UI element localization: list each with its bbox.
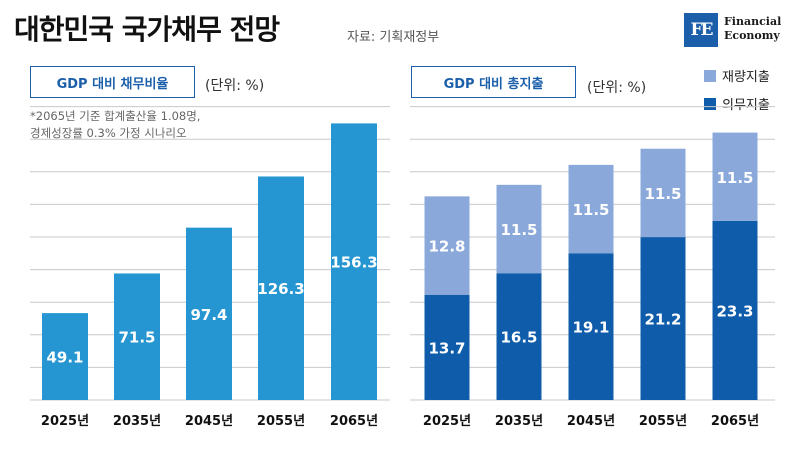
discretionary-value-label: 11.5 [572,201,609,219]
discretionary-value-label: 11.5 [644,185,681,203]
debt-ratio-bar [258,176,304,400]
discretionary-value-label: 11.5 [716,169,753,187]
x-tick-label: 2045년 [567,414,615,429]
mandatory-spending-bar [496,273,542,400]
mandatory-spending-bar [712,220,758,400]
debt-ratio-bar [186,227,232,400]
x-tick-label: 2065년 [711,414,759,429]
mandatory-spending-bar [640,237,686,400]
debt-ratio-value-label: 126.3 [257,280,304,298]
debt-ratio-bar [114,273,160,400]
source-note: 자료: 기획재정부 [347,30,440,45]
mandatory-value-label: 21.2 [644,311,681,329]
debt-ratio-unit: (단위: %) [205,78,265,94]
x-tick-label: 2065년 [330,414,378,429]
footnote-line1: *2065년 기준 합계출산율 1.08명, [30,109,201,123]
total-spending-unit: (단위: %) [587,80,647,96]
debt-ratio-value-label: 97.4 [190,306,227,324]
discretionary-value-label: 12.8 [428,238,465,256]
x-tick-label: 2055년 [639,414,687,429]
total-spending-x-axis: 2025년 2035년 2045년 2055년 2065년 [423,414,759,429]
discretionary-spending-bar [496,184,542,274]
brand-logo: FE Financial Economy [684,13,794,53]
debt-ratio-bar [331,123,377,400]
x-tick-label: 2025년 [423,414,471,429]
mandatory-spending-bar [568,253,614,400]
logo-line2: Economy [724,29,780,42]
mandatory-value-label: 13.7 [428,339,465,357]
mandatory-spending-bar [424,294,470,400]
debt-ratio-value-label: 71.5 [118,329,155,347]
footnote-line2: 경제성장률 0.3% 가정 시나리오 [30,126,187,140]
discretionary-spending-bar [640,148,686,238]
legend-item-discretionary: 재량지출 [704,66,770,85]
total-spending-chart-title: GDP 대비 총지출 [411,66,576,98]
debt-ratio-x-axis: 2025년 2035년 2045년 2055년 2065년 [41,414,378,429]
x-tick-label: 2035년 [495,414,543,429]
debt-ratio-value-label: 156.3 [330,254,377,272]
debt-ratio-chart-title: GDP 대비 채무비율 [30,66,195,98]
x-tick-label: 2035년 [113,414,161,429]
legend-label-discretionary: 재량지출 [722,70,770,85]
discretionary-value-label: 11.5 [500,221,537,239]
mandatory-value-label: 19.1 [572,319,609,337]
mandatory-value-label: 23.3 [716,302,753,320]
scenario-footnote: *2065년 기준 합계출산율 1.08명, 경제성장률 0.3% 가정 시나리… [30,108,200,142]
legend-label-mandatory: 의무지출 [722,98,770,113]
mandatory-value-label: 16.5 [500,329,537,347]
x-tick-label: 2025년 [41,414,89,429]
total-spending-bars: 13.7 12.8 16.5 11.5 19.1 11.5 21.2 11.5 23.3 11.5 [424,132,758,400]
debt-ratio-bars: 49.1 71.5 97.4 126.3 156.3 [42,123,378,400]
debt-ratio-grid [30,106,390,401]
logo-mark: FE [684,13,718,47]
page-title: 대한민국 국가채무 전망 [14,13,280,46]
legend-swatch-discretionary [704,69,716,82]
debt-ratio-value-label: 49.1 [46,349,83,367]
x-tick-label: 2045년 [185,414,233,429]
discretionary-spending-bar [712,132,758,221]
logo-line1: Financial [724,15,782,28]
discretionary-spending-bar [424,196,470,295]
logo-wordmark: Financial Economy [724,15,781,43]
discretionary-spending-bar [568,164,614,254]
x-tick-label: 2055년 [257,414,305,429]
debt-ratio-bar [42,313,88,400]
